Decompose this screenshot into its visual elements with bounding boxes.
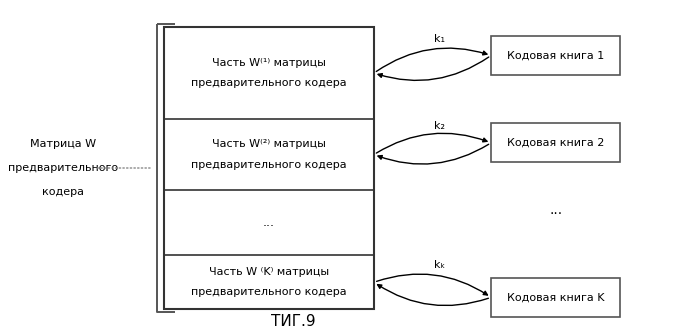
Text: предварительного кодера: предварительного кодера: [192, 78, 347, 88]
FancyArrowPatch shape: [378, 144, 489, 164]
FancyArrowPatch shape: [378, 57, 489, 80]
FancyArrowPatch shape: [377, 274, 487, 295]
Text: k₁: k₁: [434, 34, 445, 44]
Text: Кодовая книга 1: Кодовая книга 1: [507, 50, 605, 60]
Text: кодера: кодера: [42, 186, 84, 197]
Text: Кодовая книга 2: Кодовая книга 2: [507, 138, 605, 148]
Text: предварительного кодера: предварительного кодера: [192, 160, 347, 170]
Text: ...: ...: [549, 203, 562, 217]
Bar: [164, 27, 374, 309]
Text: Кодовая книга K: Кодовая книга K: [507, 292, 605, 302]
Text: предварительного кодера: предварительного кодера: [192, 287, 347, 297]
Bar: [491, 278, 621, 317]
Text: Часть W⁽¹⁾ матрицы: Часть W⁽¹⁾ матрицы: [212, 58, 326, 68]
Text: Часть W⁽²⁾ матрицы: Часть W⁽²⁾ матрицы: [212, 139, 326, 150]
Text: k₂: k₂: [434, 121, 445, 131]
Bar: [491, 124, 621, 162]
FancyArrowPatch shape: [377, 285, 489, 305]
Text: Матрица W: Матрица W: [30, 139, 96, 150]
Text: ...: ...: [263, 216, 275, 229]
Text: ΤИГ.9: ΤИГ.9: [271, 314, 316, 329]
Text: предварительного: предварительного: [8, 163, 118, 173]
Bar: [491, 36, 621, 75]
Text: Часть W ⁽K⁾ матрицы: Часть W ⁽K⁾ матрицы: [209, 267, 329, 277]
FancyArrowPatch shape: [376, 48, 487, 72]
Text: kₖ: kₖ: [434, 260, 445, 270]
FancyArrowPatch shape: [376, 133, 487, 153]
